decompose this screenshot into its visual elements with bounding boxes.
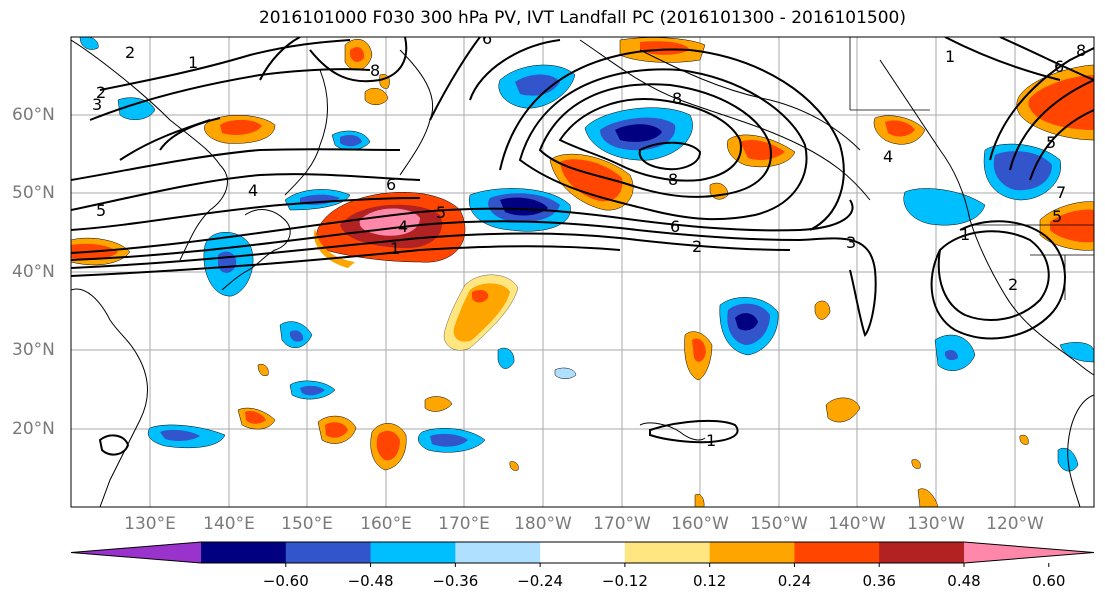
colorbar-segment	[794, 542, 880, 563]
contour-label: 4	[248, 181, 258, 200]
colorbar-segment	[709, 542, 795, 563]
colorbar-ticks	[285, 563, 1050, 567]
lon-label: 170°E	[438, 514, 490, 534]
contour-label: 8	[370, 61, 380, 80]
colorbar-segments	[70, 541, 1095, 564]
ivt-contours	[71, 37, 1094, 456]
colorbar-segment	[540, 542, 626, 563]
lon-label: 130°W	[907, 514, 965, 534]
contour-label: 2	[692, 237, 702, 256]
contour-label: 3	[92, 95, 102, 114]
lon-label: 150°W	[750, 514, 808, 534]
contour-label: 2	[1008, 275, 1018, 294]
colorbar-tick-label: 0.24	[777, 572, 812, 590]
colorbar-segment	[455, 542, 541, 563]
lon-label: 140°W	[828, 514, 886, 534]
colorbar-tick-label: 0.12	[692, 572, 727, 590]
colorbar-tick-label: −0.36	[432, 572, 479, 590]
colorbar-tick-label: −0.48	[347, 572, 394, 590]
colorbar-tick-label: −0.60	[262, 572, 309, 590]
contour-label: 1	[960, 225, 970, 244]
lat-label: 20°N	[12, 419, 55, 439]
lat-label: 60°N	[12, 105, 55, 125]
colorbar-outline	[70, 541, 1095, 564]
contour-label: 1	[188, 53, 198, 72]
contour-label: 6	[670, 217, 680, 236]
colorbar-tick-label: −0.12	[601, 572, 648, 590]
colorbar-tick-label: 0.36	[862, 572, 896, 590]
map-title: 2016101000 F030 300 hPa PV, IVT Landfall…	[258, 8, 906, 28]
contour-label: 5	[1052, 207, 1062, 226]
colorbar-tick-label: −0.24	[517, 572, 564, 590]
contour-label: 8	[1076, 41, 1086, 60]
contour-label: 3	[846, 233, 856, 252]
contour-label: 5	[96, 201, 106, 220]
colorbar-segment	[879, 542, 965, 563]
lon-label: 160°E	[360, 514, 412, 534]
contour-label: 4	[398, 217, 408, 236]
contour-label: 5	[436, 203, 446, 222]
colorbar-segment	[624, 542, 711, 563]
colorbar-segment	[71, 542, 201, 563]
contour-label: 1	[390, 239, 400, 258]
contour-label: 4	[883, 147, 893, 166]
contour-label: 6	[482, 29, 492, 48]
contour-label: 7	[1056, 183, 1066, 202]
colorbar-tick-label: 0.60	[1032, 572, 1066, 590]
colorbar-tick-label: 0.48	[947, 572, 981, 590]
lon-label: 180°W	[514, 514, 572, 534]
contour-label: 6	[386, 175, 396, 194]
colorbar-segment	[964, 542, 1094, 563]
lat-label: 30°N	[12, 340, 55, 360]
colorbar-segment	[370, 542, 456, 563]
lon-label: 120°W	[986, 514, 1044, 534]
lon-label: 130°E	[124, 514, 176, 534]
colorbar-segment	[201, 542, 287, 563]
contour-label: 1	[706, 431, 716, 450]
map-frame	[70, 36, 1095, 508]
lon-label: 140°E	[203, 514, 255, 534]
lon-label: 160°W	[671, 514, 729, 534]
contour-label: 6	[1054, 57, 1064, 76]
contour-label: 8	[672, 89, 682, 108]
contour-label: 2	[96, 83, 106, 102]
lat-label: 40°N	[12, 262, 55, 282]
contour-label: 1	[945, 47, 955, 66]
contour-labels: 2 3 5 1 2 4 6 8 8 6 1 5 4 1 8 6 2 3 1 2 …	[92, 29, 1086, 450]
contour-label: 5	[1046, 133, 1056, 152]
colorbar-segment	[285, 542, 372, 563]
lat-label: 50°N	[12, 183, 55, 203]
contour-label: 2	[125, 43, 135, 62]
contour-label: 8	[668, 170, 678, 189]
lon-label: 150°E	[281, 514, 333, 534]
lon-label: 170°W	[593, 514, 651, 534]
